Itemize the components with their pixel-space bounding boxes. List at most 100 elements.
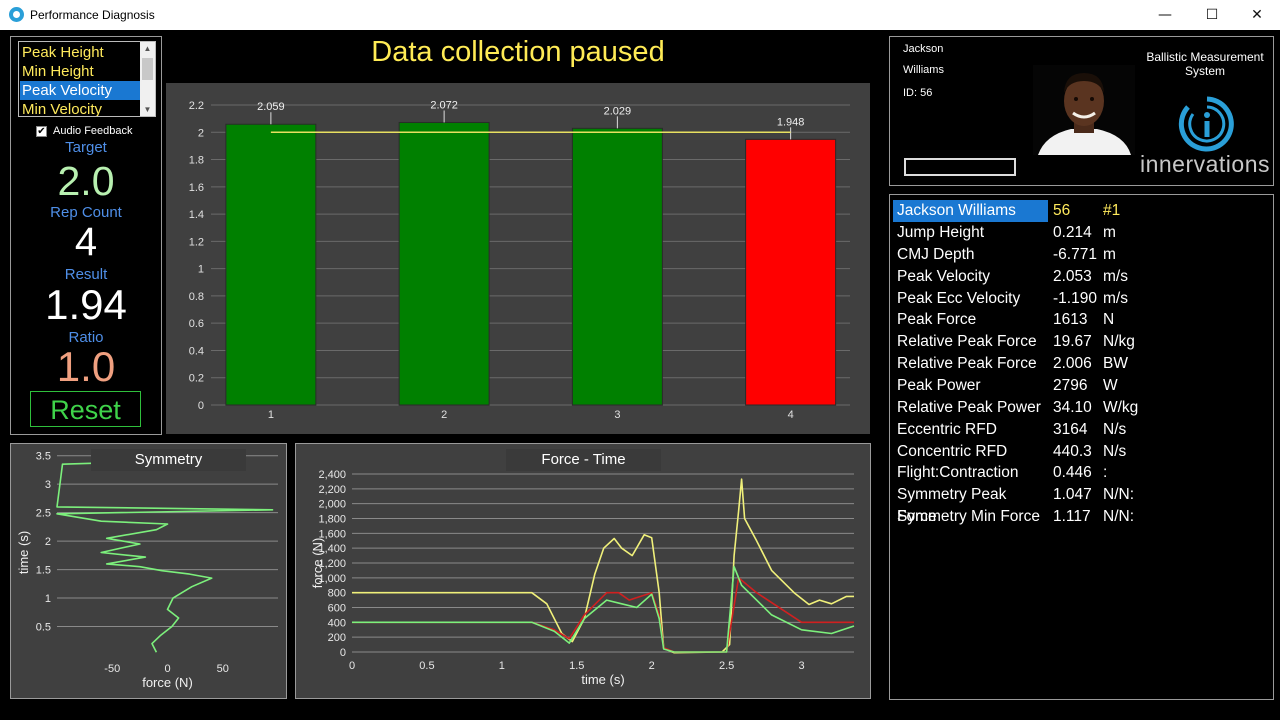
innervations-logo-icon (1178, 96, 1234, 152)
y-tick-label: 1,400 (318, 543, 346, 555)
metric-unit: N/N: (1103, 486, 1134, 504)
metric-label: Jump Height (897, 224, 985, 241)
scroll-down-icon[interactable]: ▼ (143, 105, 152, 114)
metric-label: Peak Force (897, 311, 977, 329)
x-tick-label: -50 (104, 663, 120, 675)
x-tick-label: 1 (268, 409, 274, 421)
symmetry-chart-area: Symmetry 0.5 1 1.5 2 2.5 3 3.5 -50 0 50 force (N) t… (11, 444, 286, 698)
ratio-label: Ratio (68, 329, 104, 346)
audio-feedback-label: Audio Feedback (53, 125, 133, 137)
minimize-button[interactable]: — (1158, 7, 1172, 23)
metric-unit: BW (1103, 355, 1128, 373)
target-value: 2.0 (57, 158, 115, 204)
metric-value: 0.446 (1053, 464, 1092, 482)
y-tick-label: 1,600 (318, 528, 346, 540)
audio-feedback-checkbox[interactable]: ✔ (36, 126, 47, 137)
status-heading: Data collection paused (371, 36, 665, 68)
force-time-chart: 0 200 400 600 800 1,000 1,200 1,400 1,600 1,800 2,… (310, 469, 855, 687)
athlete-name-cell[interactable]: Jackson Williams (893, 200, 1048, 222)
bar (745, 138, 837, 406)
athlete-panel (889, 36, 1274, 186)
series-line (56, 462, 274, 653)
metric-label: Concentric RFD (897, 442, 1008, 460)
bar-data-label: 2.059 (257, 101, 285, 113)
athlete-progress-bar (904, 158, 1016, 176)
metric-unit: N/N: (1103, 508, 1134, 526)
bar (398, 121, 490, 406)
y-tick-label: 1,200 (318, 558, 346, 570)
result-value: 1.94 (45, 281, 127, 328)
ratio-value: 1.0 (56, 343, 116, 390)
metric-unit: : (1103, 464, 1108, 482)
y-tick-label: 2 (45, 536, 51, 548)
metric-option-min-height[interactable]: Min Height (22, 63, 94, 80)
scrollbar-thumb[interactable] (142, 58, 153, 80)
metric-option-peak-velocity[interactable]: Peak Velocity (20, 81, 140, 100)
x-tick-label: 3 (614, 409, 620, 421)
metric-option-min-velocity[interactable]: Min Velocity (22, 101, 103, 117)
series-line (352, 565, 855, 653)
rank-cell: #1 (1103, 202, 1121, 219)
bar (225, 123, 317, 406)
y-tick-label: 3 (45, 479, 51, 491)
app-logo-icon (9, 7, 24, 22)
y-tick-label: 2.2 (189, 100, 204, 112)
y-tick-label: 0.2 (189, 373, 204, 385)
y-tick-label: 1.8 (189, 155, 204, 167)
metric-value: 2.006 (1053, 355, 1092, 373)
y-tick-label: 400 (328, 617, 346, 629)
y-tick-label: 2 (198, 127, 204, 139)
metric-value: -1.190 (1053, 289, 1097, 307)
metric-label: Peak Velocity (897, 267, 991, 285)
athlete-last-name: Williams (903, 64, 944, 76)
metric-value: 440.3 (1053, 442, 1092, 460)
y-tick-label: 1.5 (36, 565, 51, 577)
metric-value: 1.047 (1053, 486, 1092, 504)
metric-label: Peak Ecc Velocity (897, 289, 1021, 307)
maximize-button[interactable]: ☐ (1205, 7, 1219, 23)
metric-value: 1613 (1053, 311, 1088, 329)
metric-label: Relative Peak Force (897, 355, 1037, 373)
close-button[interactable]: ✕ (1251, 7, 1263, 23)
metric-listbox[interactable]: Peak Height Min Height Peak Velocity Min… (18, 41, 156, 117)
listbox-scrollbar[interactable]: ▲ ▼ (140, 42, 155, 116)
y-tick-label: 0 (340, 647, 346, 659)
scroll-up-icon[interactable]: ▲ (143, 44, 152, 53)
y-tick-label: 2,200 (318, 484, 346, 496)
y-tick-label: 1 (198, 264, 204, 276)
y-tick-label: 2.5 (36, 508, 51, 520)
y-tick-label: 200 (328, 632, 346, 644)
rep-count-value: 4 (74, 220, 98, 264)
metric-label: Symmetry Min Force (897, 508, 1040, 526)
bar-data-label: 1.948 (777, 116, 805, 128)
athlete-id: ID: 56 (903, 87, 933, 99)
x-tick-label: 2 (441, 409, 447, 421)
y-tick-label: 0.8 (189, 291, 204, 303)
metric-option-peak-height[interactable]: Peak Height (22, 44, 104, 61)
rep-count-label: Rep Count (50, 204, 122, 221)
metric-label: Flight:Contraction (897, 464, 1019, 482)
bar-data-label: 2.072 (430, 99, 458, 111)
result-label: Result (64, 266, 108, 283)
x-tick-label: 1.5 (569, 660, 584, 672)
x-tick-label: 0 (349, 660, 355, 672)
results-panel (889, 194, 1274, 700)
reset-button[interactable]: Reset (30, 391, 141, 427)
metric-unit: N/kg (1103, 333, 1135, 351)
athlete-id-cell: 56 (1053, 202, 1071, 219)
control-panel (10, 36, 162, 435)
target-label: Target (65, 139, 107, 156)
force-time-chart-area: Force - Time 0 200 400 600 800 1,000 1,200 1,40… (296, 444, 870, 698)
x-tick-label: 4 (788, 409, 794, 421)
metric-value: 19.67 (1053, 333, 1092, 351)
y-tick-label: 800 (328, 588, 346, 600)
y-tick-label: 0.6 (189, 318, 204, 330)
y-tick-label: 3.5 (36, 451, 51, 463)
metric-label: Eccentric RFD (897, 420, 997, 438)
athlete-photo (1033, 65, 1135, 155)
y-tick-label: 0 (198, 400, 204, 412)
metric-value: 1.117 (1053, 508, 1091, 526)
symmetry-chart: 0.5 1 1.5 2 2.5 3 3.5 -50 0 50 force (N) time (s) (16, 451, 278, 690)
metric-unit: m/s (1103, 267, 1128, 285)
logo-text: innervations (1139, 151, 1271, 177)
